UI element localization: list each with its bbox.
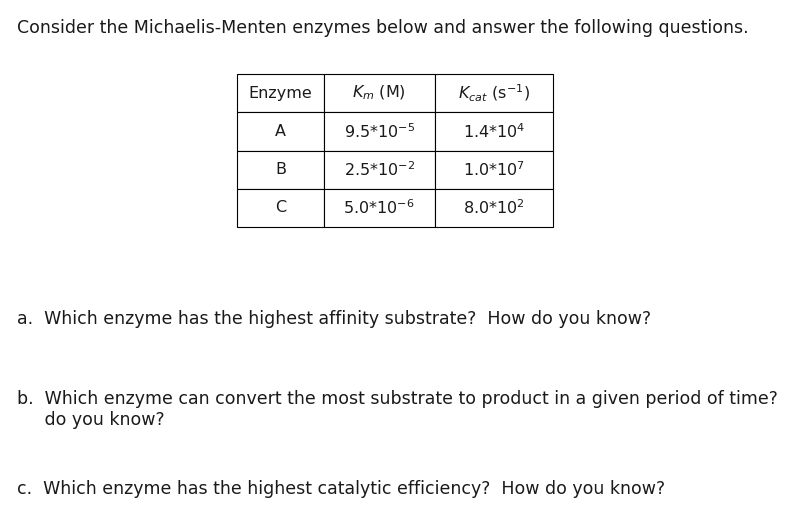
Text: 9.5*10$^{-5}$: 9.5*10$^{-5}$	[344, 122, 415, 141]
Text: 1.4*10$^{4}$: 1.4*10$^{4}$	[462, 122, 525, 141]
Text: 8.0*10$^{2}$: 8.0*10$^{2}$	[463, 198, 525, 217]
Text: a.  Which enzyme has the highest affinity substrate?  How do you know?: a. Which enzyme has the highest affinity…	[17, 310, 652, 328]
Bar	[435, 189, 553, 227]
Bar	[237, 189, 324, 227]
Text: C: C	[275, 200, 286, 215]
Bar	[435, 151, 553, 189]
Text: B: B	[275, 162, 286, 177]
Text: c.  Which enzyme has the highest catalytic efficiency?  How do you know?: c. Which enzyme has the highest catalyti…	[17, 480, 665, 498]
Text: do you know?: do you know?	[17, 411, 165, 429]
Text: 2.5*10$^{-2}$: 2.5*10$^{-2}$	[344, 160, 415, 179]
Text: 1.0*10$^{7}$: 1.0*10$^{7}$	[463, 160, 525, 179]
Bar	[324, 189, 434, 227]
Text: 5.0*10$^{-6}$: 5.0*10$^{-6}$	[344, 198, 415, 217]
Bar	[237, 112, 324, 151]
Bar	[237, 151, 324, 189]
Bar	[324, 74, 434, 112]
Text: b.  Which enzyme can convert the most substrate to product in a given period of : b. Which enzyme can convert the most sub…	[17, 390, 790, 408]
Bar	[324, 151, 434, 189]
Bar	[237, 74, 324, 112]
Text: $K_m$ (M): $K_m$ (M)	[352, 84, 406, 102]
Bar	[324, 112, 434, 151]
Text: A: A	[275, 124, 286, 139]
Text: Consider the Michaelis-Menten enzymes below and answer the following questions.: Consider the Michaelis-Menten enzymes be…	[17, 19, 749, 37]
Text: Enzyme: Enzyme	[249, 86, 312, 101]
Bar	[435, 112, 553, 151]
Bar	[435, 74, 553, 112]
Text: $K_{cat}$ (s$^{-1}$): $K_{cat}$ (s$^{-1}$)	[457, 83, 530, 104]
